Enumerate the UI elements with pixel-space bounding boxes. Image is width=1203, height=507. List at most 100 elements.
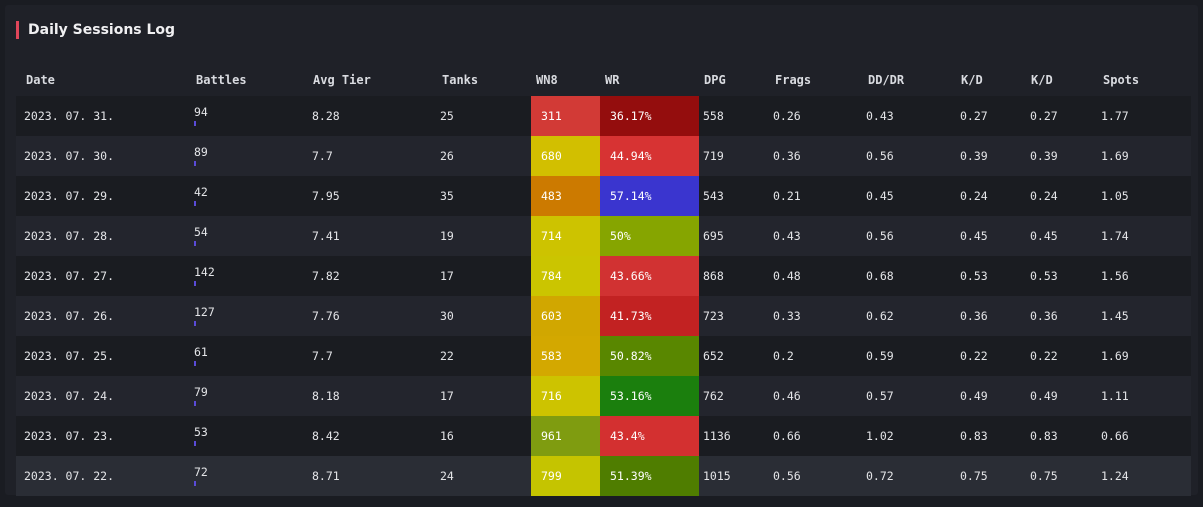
battles-value: 142	[194, 265, 215, 279]
table-row[interactable]: 2023. 07. 29. 7.95 35 543 0.21 0.45 0.24 0.24 1.…	[16, 176, 1191, 216]
battles-cell: 42	[194, 186, 208, 227]
table-row[interactable]: 2023. 07. 22. 8.71 24 1015 0.56 0.72 0.75 0.75 1…	[16, 456, 1191, 496]
column-header-avg-tier[interactable]: Avg Tier	[313, 73, 371, 87]
table-row[interactable]: 2023. 07. 31. 8.28 25 558 0.26 0.43 0.27 0.27 1.…	[16, 96, 1191, 136]
dd-dr-value: 0.45	[866, 189, 894, 203]
frags-value: 0.66	[773, 429, 801, 443]
avg-tier-value: 7.76	[312, 309, 340, 323]
wn8-cell: 716	[531, 376, 600, 416]
kd-value: 0.27	[960, 109, 988, 123]
tanks-value: 26	[440, 149, 454, 163]
table-row[interactable]: 2023. 07. 26. 7.76 30 723 0.33 0.62 0.36 0.36 1.…	[16, 296, 1191, 336]
avg-tier-value: 7.41	[312, 229, 340, 243]
panel-header: Daily Sessions Log	[16, 21, 175, 39]
wn8-cell: 680	[531, 136, 600, 176]
column-header-tanks[interactable]: Tanks	[442, 73, 479, 87]
session-date: 2023. 07. 26.	[24, 309, 115, 323]
dpg-value: 868	[703, 269, 724, 283]
avg-tier-value: 8.71	[312, 469, 340, 483]
session-date: 2023. 07. 22.	[24, 469, 115, 483]
dd-dr-value: 0.68	[866, 269, 894, 283]
spots-value: 1.74	[1101, 229, 1129, 243]
dpg-value: 558	[703, 109, 724, 123]
column-header-wn8[interactable]: WN8	[536, 73, 558, 87]
battles-bar	[194, 161, 196, 166]
battles-cell: 53	[194, 426, 208, 467]
session-date: 2023. 07. 23.	[24, 429, 115, 443]
column-header-dpg[interactable]: DPG	[704, 73, 726, 87]
battles-value: 61	[194, 345, 208, 359]
column-header-dd-dr[interactable]: DD/DR	[868, 73, 905, 87]
wn8-cell: 784	[531, 256, 600, 296]
battles-bar	[194, 481, 196, 486]
table-row[interactable]: 2023. 07. 28. 7.41 19 695 0.43 0.56 0.45 0.45 1.…	[16, 216, 1191, 256]
dpg-value: 719	[703, 149, 724, 163]
kd-value: 0.36	[960, 309, 988, 323]
kd-value-2: 0.24	[1030, 189, 1058, 203]
win-rate-cell: 51.39%	[600, 456, 699, 496]
session-date: 2023. 07. 30.	[24, 149, 115, 163]
column-header-kd[interactable]: K/D	[961, 73, 983, 87]
column-header-wr[interactable]: WR	[605, 73, 620, 87]
column-header-date[interactable]: Date	[26, 73, 55, 87]
avg-tier-value: 8.42	[312, 429, 340, 443]
battles-bar	[194, 201, 196, 206]
daily-sessions-panel: Daily Sessions Log Date Battles Avg Tier…	[5, 5, 1198, 496]
battles-bar	[194, 281, 196, 286]
kd-value: 0.22	[960, 349, 988, 363]
win-rate-cell: 43.4%	[600, 416, 699, 456]
spots-value: 1.45	[1101, 309, 1129, 323]
frags-value: 0.48	[773, 269, 801, 283]
kd-value: 0.24	[960, 189, 988, 203]
kd-value-2: 0.53	[1030, 269, 1058, 283]
spots-value: 1.69	[1101, 349, 1129, 363]
table-body: 2023. 07. 31. 8.28 25 558 0.26 0.43 0.27 0.27 1.…	[16, 96, 1191, 496]
battles-bar	[194, 241, 196, 246]
spots-value: 1.69	[1101, 149, 1129, 163]
battles-cell: 89	[194, 145, 208, 187]
battles-value: 89	[194, 145, 208, 159]
dpg-value: 723	[703, 309, 724, 323]
battles-cell: 79	[194, 385, 208, 427]
battles-bar	[194, 441, 196, 446]
table-row[interactable]: 2023. 07. 25. 7.7 22 652 0.2 0.59 0.22 0.22 1.69…	[16, 336, 1191, 376]
wn8-cell: 603	[531, 296, 600, 336]
kd-value: 0.83	[960, 429, 988, 443]
avg-tier-value: 7.95	[312, 189, 340, 203]
tanks-value: 19	[440, 229, 454, 243]
dpg-value: 1136	[703, 429, 731, 443]
kd-value-2: 0.27	[1030, 109, 1058, 123]
wn8-cell: 311	[531, 96, 600, 136]
battles-cell: 72	[194, 466, 208, 507]
kd-value-2: 0.22	[1030, 349, 1058, 363]
column-header-frags[interactable]: Frags	[775, 73, 812, 87]
battles-value: 127	[194, 305, 215, 319]
wn8-cell: 714	[531, 216, 600, 256]
dpg-value: 543	[703, 189, 724, 203]
session-date: 2023. 07. 24.	[24, 389, 115, 403]
wn8-cell: 483	[531, 176, 600, 216]
kd-value-2: 0.49	[1030, 389, 1058, 403]
win-rate-cell: 43.66%	[600, 256, 699, 296]
battles-value: 94	[194, 105, 208, 119]
dd-dr-value: 1.02	[866, 429, 894, 443]
tanks-value: 17	[440, 389, 454, 403]
dd-dr-value: 0.57	[866, 389, 894, 403]
dd-dr-value: 0.56	[866, 149, 894, 163]
column-header-kd-2[interactable]: K/D	[1031, 73, 1053, 87]
spots-value: 1.77	[1101, 109, 1129, 123]
column-header-spots[interactable]: Spots	[1103, 73, 1140, 87]
table-row[interactable]: 2023. 07. 27. 7.82 17 868 0.48 0.68 0.53 0.53 1.…	[16, 256, 1191, 296]
battles-bar	[194, 321, 196, 326]
table-row[interactable]: 2023. 07. 24. 8.18 17 762 0.46 0.57 0.49 0.49 1.…	[16, 376, 1191, 416]
battles-cell: 61	[194, 345, 208, 387]
table-row[interactable]: 2023. 07. 30. 7.7 26 719 0.36 0.56 0.39 0.39 1.6…	[16, 136, 1191, 176]
avg-tier-value: 7.7	[312, 349, 333, 363]
spots-value: 1.56	[1101, 269, 1129, 283]
battles-value: 79	[194, 385, 208, 399]
kd-value: 0.75	[960, 469, 988, 483]
column-header-battles[interactable]: Battles	[196, 73, 247, 87]
table-row[interactable]: 2023. 07. 23. 8.42 16 1136 0.66 1.02 0.83 0.83 0…	[16, 416, 1191, 456]
tanks-value: 17	[440, 269, 454, 283]
tanks-value: 16	[440, 429, 454, 443]
